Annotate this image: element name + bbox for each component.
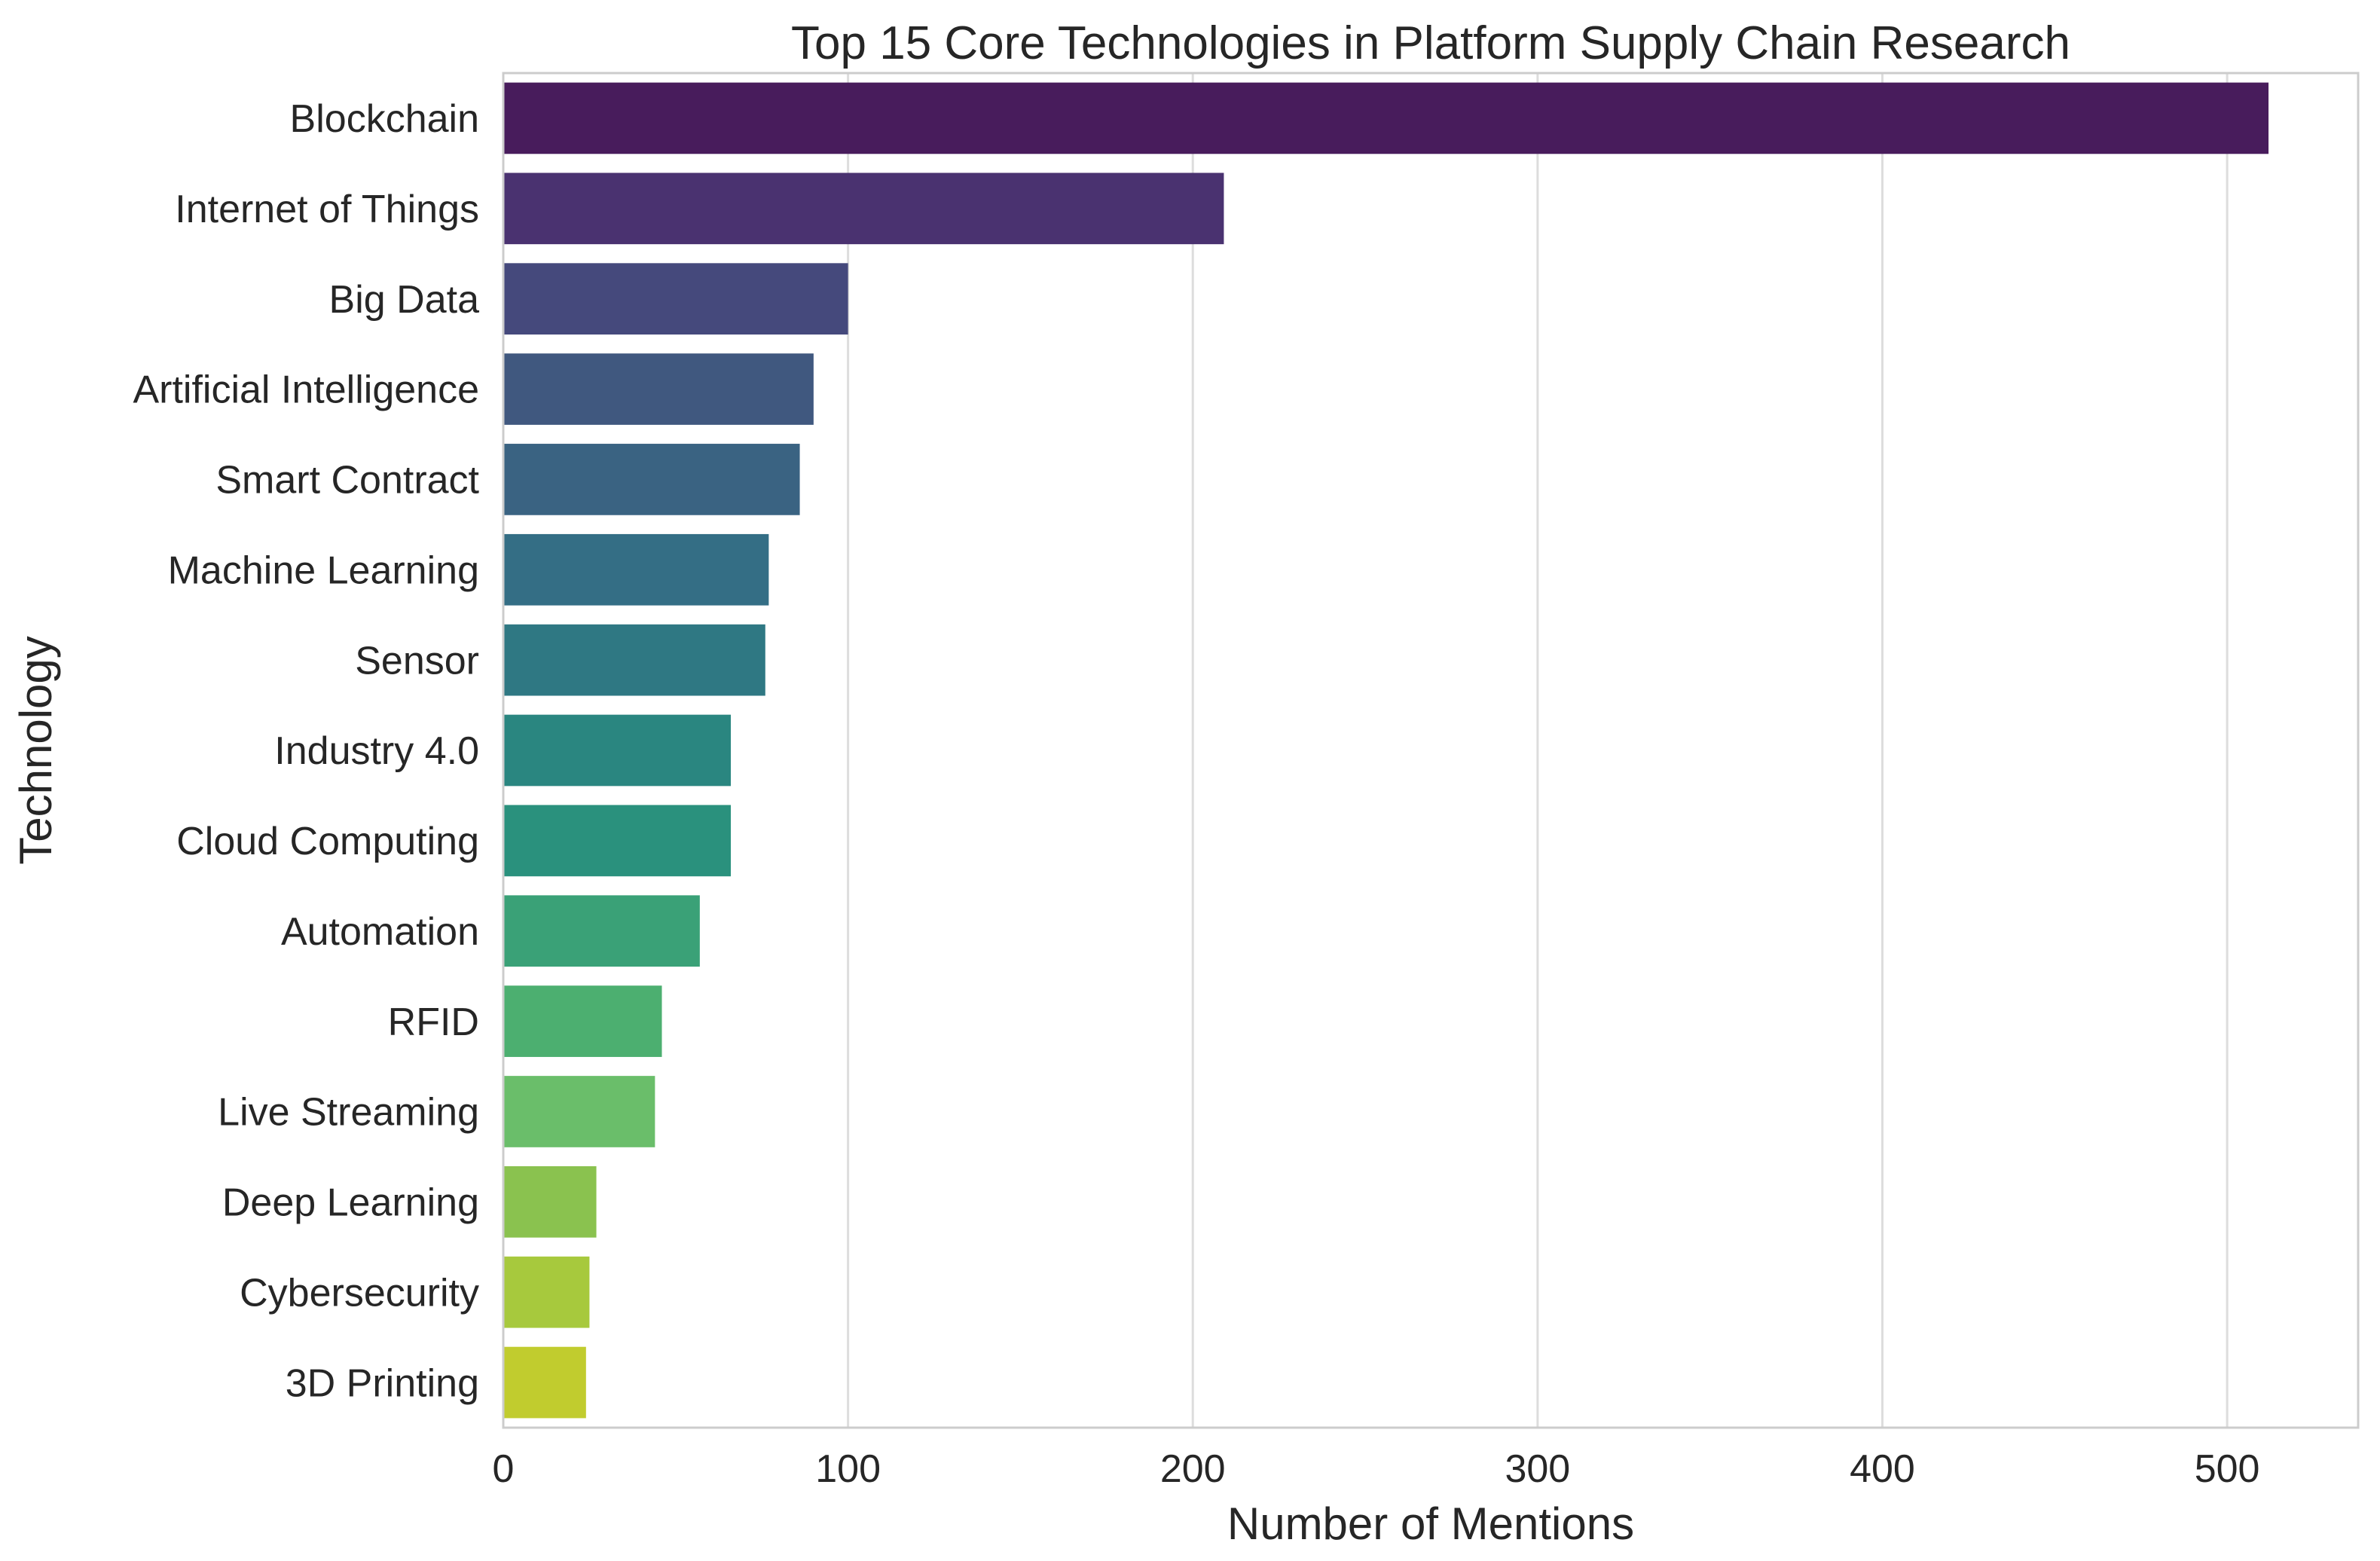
y-tick-label: Industry 4.0 [274, 729, 479, 773]
bar-industry-4-0 [503, 714, 732, 787]
x-tick-label: 100 [815, 1447, 881, 1491]
y-tick-label: 3D Printing [286, 1361, 479, 1405]
bar-big-data [503, 263, 848, 335]
y-axis-title: Technology [11, 636, 61, 865]
bar-cybersecurity [503, 1256, 590, 1328]
bar-blockchain [503, 82, 2269, 154]
bars [503, 82, 2269, 1419]
y-tick-label: Big Data [329, 278, 480, 322]
y-tick-label: Internet of Things [175, 188, 479, 231]
bar-3d-printing [503, 1346, 586, 1419]
y-tick-label: Deep Learning [222, 1181, 479, 1225]
bar-deep-learning [503, 1165, 597, 1238]
x-tick-label: 0 [493, 1447, 515, 1491]
y-tick-label: Machine Learning [168, 548, 479, 592]
x-axis-title: Number of Mentions [1227, 1498, 1634, 1549]
y-tick-label: Cybersecurity [240, 1271, 479, 1315]
x-tick-label: 500 [2195, 1447, 2260, 1491]
y-tick-label: Cloud Computing [176, 820, 479, 863]
bar-smart-contract [503, 444, 800, 515]
bar-artificial-intelligence [503, 353, 814, 425]
y-tick-label: Blockchain [290, 97, 479, 141]
y-tick-label: Smart Contract [215, 459, 479, 503]
bar-rfid [503, 985, 662, 1057]
y-tick-label: Sensor [355, 639, 479, 683]
bar-sensor [503, 624, 765, 696]
x-tick-label: 300 [1505, 1447, 1570, 1491]
y-tick-labels: Blockchain Internet of Things Big Data Arti… [133, 97, 479, 1405]
y-tick-label: Artificial Intelligence [133, 368, 479, 412]
x-tick-label: 400 [1850, 1447, 1915, 1491]
y-tick-label: Live Streaming [218, 1091, 479, 1135]
bar-live-streaming [503, 1076, 655, 1147]
bar-automation [503, 895, 700, 967]
x-tick-label: 200 [1160, 1447, 1226, 1491]
y-tick-label: RFID [388, 1000, 479, 1044]
y-tick-label: Automation [281, 910, 479, 954]
x-tick-labels: 0 100 200 300 400 500 [493, 1447, 2260, 1491]
bar-internet-of-things [503, 173, 1224, 245]
chart-title: Top 15 Core Technologies in Platform Sup… [791, 17, 2070, 69]
bar-cloud-computing [503, 805, 732, 877]
plot-frame [502, 72, 2360, 1429]
bar-machine-learning [503, 533, 769, 606]
